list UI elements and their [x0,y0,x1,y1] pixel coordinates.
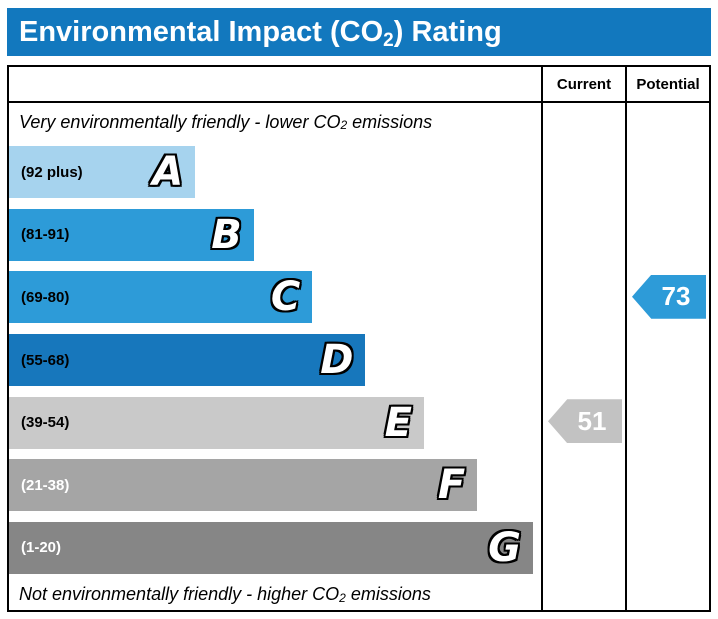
band-a-letter: A [152,149,184,196]
band-row-a: (92 plus) A [9,141,541,204]
band-row-d: (55-68) D [9,329,541,392]
top-note-subscript: 2 [340,118,348,132]
rating-chart: Very environmentally friendly - lower CO… [9,103,541,610]
band-f-letter: F [437,462,466,509]
band-row-e: (39-54) E [9,391,541,454]
current-column-header: Current [541,67,625,103]
page-title: Environmental Impact (CO2) Rating [19,15,502,51]
band-row-b: (81-91) B [9,204,541,267]
band-g-range: (1-20) [21,539,62,557]
potential-column: 73 [625,103,709,610]
band-b-letter: B [211,211,242,258]
band-e-range: (39-54) [21,414,70,432]
rating-bars: (92 plus) A (81-91) B (69-80) C [9,141,541,579]
bottom-note: Not environmentally friendly - higher CO… [9,579,541,610]
current-column: 51 [541,103,625,610]
title-bar: Environmental Impact (CO2) Rating [7,8,711,56]
band-f-range: (21-38) [21,476,70,494]
band-row-c: (69-80) C [9,266,541,329]
top-note-text: Very environmentally friendly - lower CO [19,111,341,132]
title-subscript: 2 [383,29,394,51]
bottom-note-text: Not environmentally friendly - higher CO [19,584,340,604]
bottom-note-subscript: 2 [339,590,346,605]
band-c-range: (69-80) [21,288,70,306]
band-f-bar: (21-38) F [9,459,478,512]
rating-table: Current Potential Very environmentally f… [7,65,711,612]
band-g-bar: (1-20) G [9,521,534,574]
band-a-bar: (92 plus) A [9,146,196,199]
current-rating-arrow: 51 [548,399,622,444]
band-d-bar: (55-68) D [9,334,366,387]
title-prefix: Environmental Impact (CO [19,15,384,48]
band-row-g: (1-20) G [9,516,541,579]
band-c-letter: C [270,274,301,321]
top-note: Very environmentally friendly - lower CO… [9,103,541,141]
band-row-f: (21-38) F [9,454,541,517]
title-suffix: ) Rating [393,15,502,48]
current-rating-value: 51 [577,405,607,436]
band-c-bar: (69-80) C [9,271,313,324]
top-note-suffix: emissions [347,111,433,132]
band-g-letter: G [488,524,522,571]
band-d-letter: D [320,337,354,384]
potential-rating-arrow: 73 [632,274,706,319]
band-d-range: (55-68) [21,351,70,369]
bottom-note-suffix: emissions [345,584,431,604]
band-b-range: (81-91) [21,226,70,244]
potential-rating-value: 73 [661,281,691,312]
band-a-range: (92 plus) [21,163,83,181]
band-b-bar: (81-91) B [9,208,254,261]
header-spacer-cell [9,67,541,103]
band-e-bar: (39-54) E [9,396,424,449]
potential-column-header: Potential [625,67,709,103]
band-e-letter: E [384,399,412,446]
